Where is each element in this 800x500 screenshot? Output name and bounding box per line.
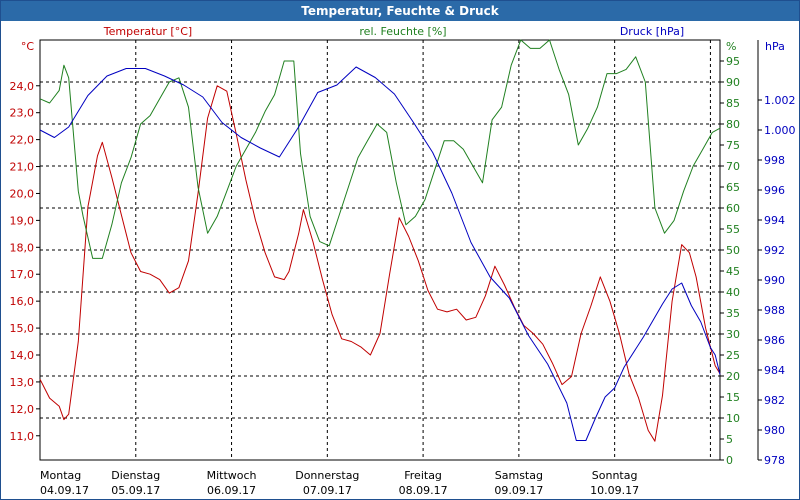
humidity-tick-label: 40	[726, 286, 740, 299]
x-day-label: Freitag	[404, 469, 442, 482]
pressure-unit-label: hPa	[765, 40, 785, 53]
pressure-axis-header: Druck [hPa]	[620, 25, 684, 38]
x-date-label: 04.09.17	[40, 484, 89, 497]
x-day-label: Dienstag	[111, 469, 160, 482]
series-group	[39, 39, 721, 442]
humidity-tick-label: 50	[726, 244, 740, 257]
pressure-tick-label: 984	[764, 364, 785, 377]
pressure-tick-label: 996	[764, 184, 785, 197]
humidity-tick-label: 55	[726, 223, 740, 236]
humidity-tick-label: 35	[726, 307, 740, 320]
humidity-tick-label: 85	[726, 97, 740, 110]
temperature-tick-label: 11,0	[10, 430, 35, 443]
humidity-axis-header: rel. Feuchte [%]	[359, 25, 446, 38]
x-date-label: 10.09.17	[590, 484, 639, 497]
temperature-tick-label: 19,0	[10, 214, 35, 227]
x-day-label: Donnerstag	[295, 469, 359, 482]
humidity-line	[39, 39, 721, 259]
x-date-label: 08.09.17	[399, 484, 448, 497]
pressure-tick-label: 980	[764, 424, 785, 437]
temperature-axis-header: Temperatur [°C]	[103, 25, 192, 38]
pressure-tick-label: 982	[764, 394, 785, 407]
temperature-tick-label: 14,0	[10, 349, 35, 362]
temperature-line	[39, 85, 721, 442]
temperature-tick-label: 20,0	[10, 187, 35, 200]
temperature-tick-label: 13,0	[10, 376, 35, 389]
pressure-tick-label: 990	[764, 274, 785, 287]
temperature-tick-label: 17,0	[10, 268, 35, 281]
humidity-tick-label: 25	[726, 349, 740, 362]
x-date-label: 06.09.17	[207, 484, 256, 497]
pressure-tick-label: 992	[764, 244, 785, 257]
temperature-tick-label: 16,0	[10, 295, 35, 308]
x-day-label: Samstag	[495, 469, 543, 482]
humidity-tick-label: 5	[726, 433, 733, 446]
temperature-unit-label: °C	[21, 40, 35, 53]
x-date-label: 07.09.17	[303, 484, 352, 497]
tick-labels: 11,0 12,0 13,0 14,0 15,0 16,0 17,0 18,0 19,0 20,0…	[10, 55, 796, 467]
temperature-tick-label: 23,0	[10, 107, 35, 120]
pressure-tick-label: 988	[764, 304, 785, 317]
pressure-tick-label: 1.002	[764, 94, 796, 107]
temperature-tick-label: 21,0	[10, 161, 35, 174]
humidity-tick-label: 0	[726, 454, 733, 467]
humidity-tick-label: 15	[726, 391, 740, 404]
humidity-tick-label: 70	[726, 160, 740, 173]
humidity-tick-label: 30	[726, 328, 740, 341]
x-axis-labels: Montag 04.09.17 Dienstag 05.09.17 Mittwoch 06…	[40, 469, 639, 497]
humidity-tick-label: 10	[726, 412, 740, 425]
grid	[40, 40, 720, 460]
humidity-tick-label: 60	[726, 202, 740, 215]
pressure-tick-label: 978	[764, 454, 785, 467]
window-title: Temperatur, Feuchte & Druck	[1, 1, 799, 21]
temperature-tick-label: 12,0	[10, 403, 35, 416]
x-day-label: Sonntag	[592, 469, 638, 482]
humidity-tick-label: 80	[726, 118, 740, 131]
pressure-tick-label: 1.000	[764, 124, 796, 137]
humidity-tick-label: 95	[726, 55, 740, 68]
temperature-tick-label: 24,0	[10, 80, 35, 93]
temperature-tick-label: 15,0	[10, 322, 35, 335]
x-date-label: 09.09.17	[494, 484, 543, 497]
pressure-tick-label: 998	[764, 154, 785, 167]
pressure-tick-label: 994	[764, 214, 785, 227]
humidity-tick-label: 90	[726, 76, 740, 89]
temperature-tick-label: 22,0	[10, 134, 35, 147]
humidity-unit-label: %	[726, 40, 736, 53]
pressure-tick-label: 986	[764, 334, 785, 347]
humidity-tick-label: 20	[726, 370, 740, 383]
humidity-tick-label: 75	[726, 139, 740, 152]
humidity-tick-label: 65	[726, 181, 740, 194]
x-date-label: 05.09.17	[111, 484, 160, 497]
temperature-tick-label: 18,0	[10, 241, 35, 254]
x-day-label: Montag	[40, 469, 81, 482]
pressure-line	[39, 66, 721, 441]
humidity-tick-label: 45	[726, 265, 740, 278]
x-day-label: Mittwoch	[207, 469, 257, 482]
